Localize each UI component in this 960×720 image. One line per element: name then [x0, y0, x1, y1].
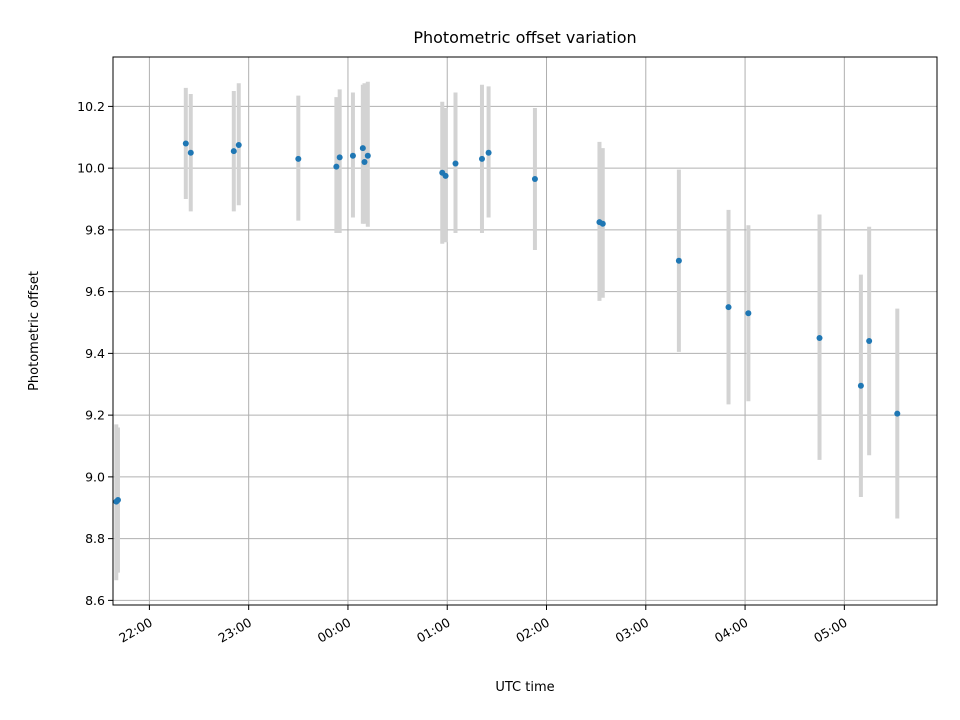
- x-tick-label: 01:00: [414, 615, 453, 646]
- y-tick-label: 9.8: [85, 222, 105, 237]
- y-axis-ticks: 8.6 8.8 9.0 9.2 9.4 9.6 9.8 10.0 10.2: [77, 99, 113, 608]
- x-tick-label: 00:00: [315, 615, 354, 646]
- data-point: [816, 334, 823, 341]
- data-point: [442, 172, 449, 179]
- data-point: [364, 152, 371, 159]
- data-point: [894, 410, 901, 417]
- data-point: [114, 497, 121, 504]
- x-axis-ticks: 22:00 23:00 00:00 01:00 02:00 03:00 04:00 05:00: [116, 605, 850, 646]
- y-tick-label: 10.0: [77, 161, 105, 176]
- data-point: [361, 158, 368, 165]
- y-tick-label: 9.4: [85, 346, 105, 361]
- x-tick-label: 03:00: [613, 615, 652, 646]
- x-tick-label: 23:00: [215, 615, 254, 646]
- plot-background: [113, 57, 937, 605]
- chart-title: Photometric offset variation: [413, 28, 636, 47]
- x-tick-label: 02:00: [513, 615, 552, 646]
- data-point: [359, 145, 366, 152]
- y-tick-label: 8.6: [85, 593, 105, 608]
- x-tick-label: 22:00: [116, 615, 155, 646]
- data-point: [599, 220, 606, 227]
- x-tick-label: 04:00: [712, 615, 751, 646]
- data-point: [182, 140, 189, 147]
- plot-frame: [112, 56, 938, 606]
- x-tick-label: 05:00: [811, 615, 850, 646]
- data-point: [675, 257, 682, 264]
- data-point: [531, 175, 538, 182]
- x-axis-label: UTC time: [495, 680, 554, 695]
- y-tick-label: 8.8: [85, 531, 105, 546]
- data-point: [336, 154, 343, 161]
- data-point: [478, 155, 485, 162]
- data-point: [349, 152, 356, 159]
- data-points: [113, 140, 901, 505]
- y-gridlines: [113, 105, 937, 601]
- data-point: [866, 338, 873, 345]
- data-point: [295, 155, 302, 162]
- y-tick-label: 10.2: [77, 99, 105, 114]
- data-point: [230, 148, 237, 155]
- y-axis-label: Photometric offset: [27, 271, 42, 391]
- data-point: [187, 149, 194, 156]
- data-point: [725, 304, 732, 311]
- data-point: [452, 160, 459, 167]
- data-point: [857, 382, 864, 389]
- y-tick-label: 9.6: [85, 284, 105, 299]
- data-point: [485, 149, 492, 156]
- y-tick-label: 9.0: [85, 469, 105, 484]
- data-point: [333, 163, 340, 170]
- y-tick-label: 9.2: [85, 408, 105, 423]
- data-point: [745, 310, 752, 317]
- data-point: [235, 141, 242, 148]
